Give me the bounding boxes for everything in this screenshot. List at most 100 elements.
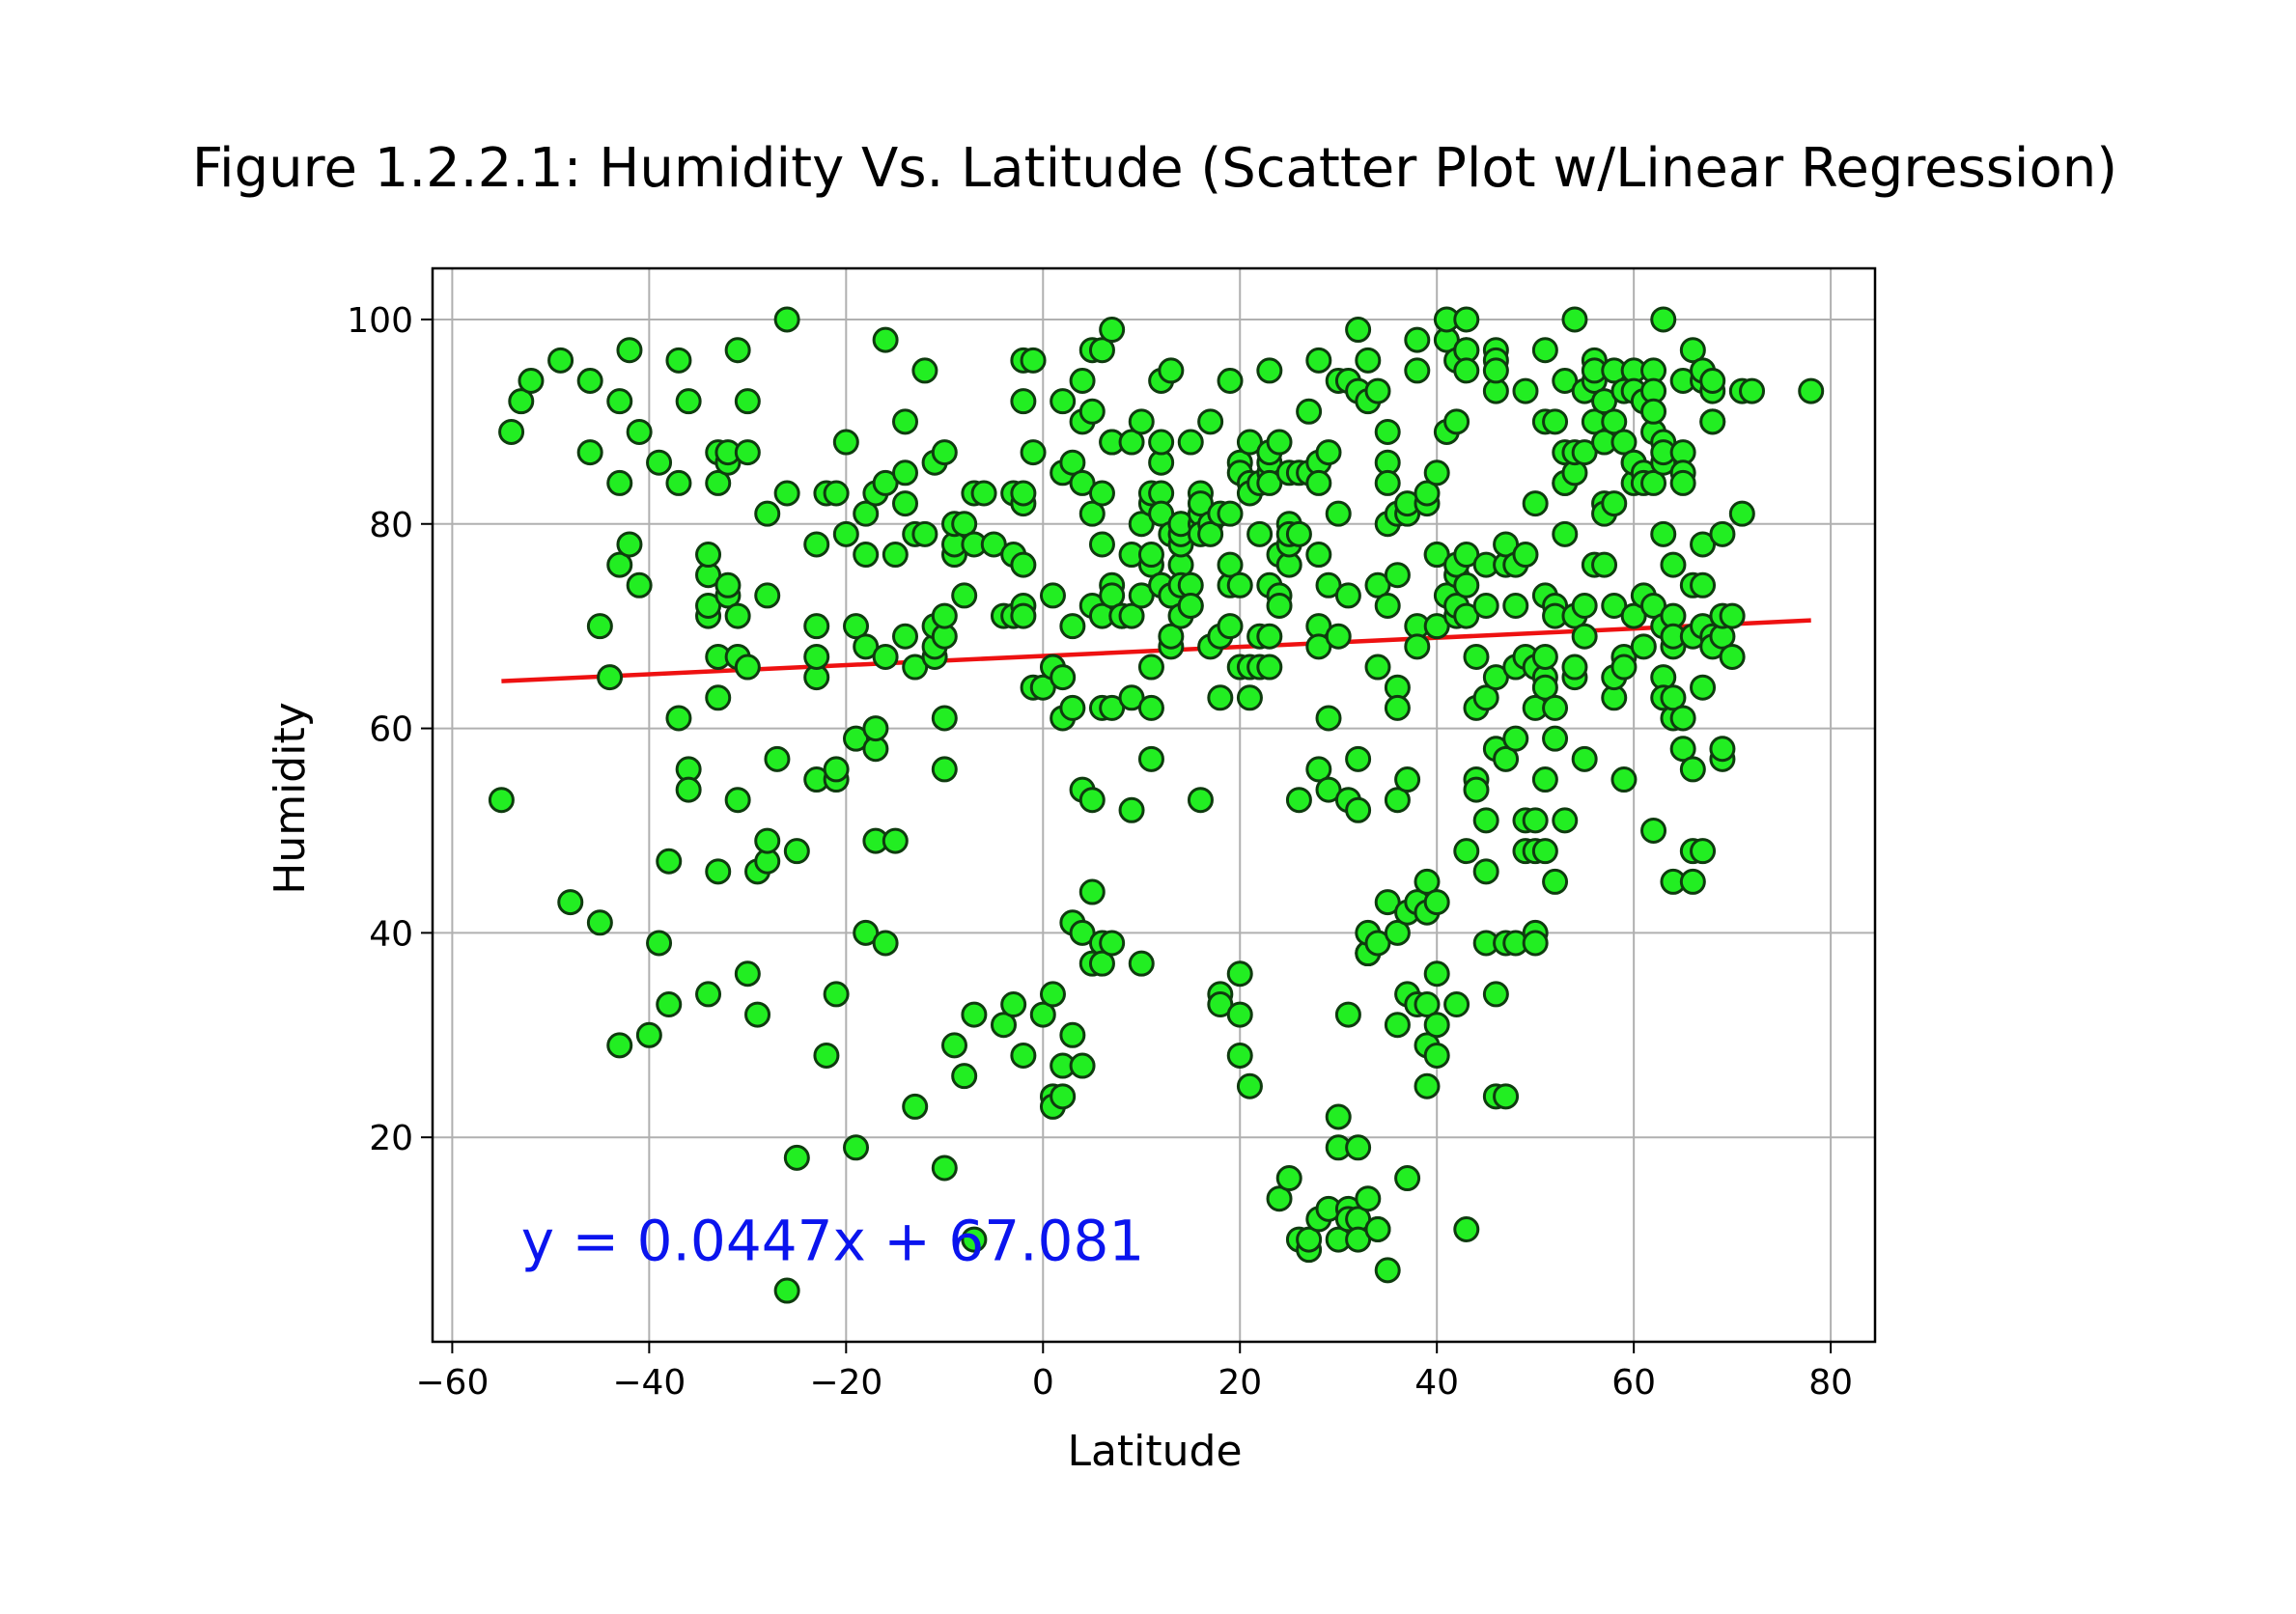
scatter-point [1660, 684, 1687, 711]
scatter-point [1078, 398, 1106, 425]
scatter-point [1118, 684, 1145, 711]
scatter-point [1246, 520, 1274, 547]
scatter-point [1285, 787, 1312, 814]
y-tick-label: 20 [369, 1119, 413, 1158]
scatter-point [646, 930, 673, 957]
scatter-point [1128, 511, 1155, 538]
scatter-point [754, 582, 781, 609]
scatter-point [1561, 306, 1588, 333]
scatter-point [1552, 807, 1579, 834]
scatter-point [1571, 439, 1598, 466]
scatter-point [1630, 633, 1657, 660]
scatter-point [1078, 787, 1106, 814]
scatter-point [606, 469, 633, 496]
scatter-point [902, 1093, 929, 1120]
data-points [488, 306, 1825, 1304]
scatter-point [813, 1042, 840, 1069]
scatter-point [576, 367, 603, 394]
y-tick-label: 60 [369, 710, 413, 750]
scatter-point [705, 684, 732, 711]
scatter-point [1177, 592, 1204, 619]
scatter-point [744, 1001, 771, 1028]
scatter-point [1137, 745, 1164, 772]
scatter-point [1118, 796, 1145, 823]
scatter-point [1158, 623, 1185, 650]
scatter-point [832, 429, 859, 456]
plot-area-frame [431, 266, 1877, 1344]
scatter-point [665, 347, 692, 374]
scatter-point [488, 787, 515, 814]
scatter-point [1305, 633, 1332, 660]
scatter-point [1690, 838, 1717, 865]
scatter-point [1364, 930, 1391, 957]
scatter-point [1699, 367, 1726, 394]
scatter-point [1315, 571, 1342, 598]
scatter-point [1472, 592, 1499, 619]
scatter-point [882, 827, 909, 854]
scatter-point [1512, 377, 1539, 404]
scatter-point [724, 337, 751, 364]
scatter-point [980, 531, 1007, 558]
scatter-point [1472, 684, 1499, 711]
scatter-point [1453, 602, 1480, 629]
scatter-point [1423, 542, 1450, 569]
scatter-point [931, 1155, 958, 1182]
scatter-point [1020, 439, 1047, 466]
x-tick-label: −60 [415, 1363, 489, 1403]
scatter-point [1571, 592, 1598, 619]
x-tick-label: 60 [1611, 1363, 1656, 1403]
scatter-point [1591, 388, 1618, 415]
scatter-point [853, 500, 880, 527]
scatter-point [1414, 868, 1441, 895]
scatter-point [1493, 531, 1520, 558]
scatter-point [1719, 643, 1746, 670]
scatter-point [714, 571, 742, 598]
scatter-point [1020, 347, 1047, 374]
scatter-point [1128, 950, 1155, 977]
scatter-point [1709, 520, 1736, 547]
scatter-point [1118, 602, 1145, 629]
scatter-point [1374, 418, 1401, 445]
scatter-point [1305, 347, 1332, 374]
scatter-point [1364, 654, 1391, 681]
scatter-point [1640, 817, 1667, 844]
scatter-point [970, 480, 997, 507]
scatter-point [1197, 520, 1224, 547]
scatter-point [940, 1032, 967, 1059]
scatter-point [1384, 694, 1411, 721]
scatter-point [675, 776, 702, 803]
scatter-point [1345, 745, 1372, 772]
scatter-point [616, 337, 643, 364]
scatter-point [1266, 429, 1293, 456]
scatter-point [1069, 919, 1096, 946]
scatter-point [754, 827, 781, 854]
scatter-point [892, 623, 919, 650]
scatter-point [597, 664, 624, 691]
x-tick-label: −40 [612, 1363, 686, 1403]
scatter-point [508, 388, 535, 415]
scatter-point [1739, 377, 1766, 404]
scatter-point [1414, 480, 1441, 507]
scatter-point [783, 838, 810, 865]
scatter-point [1493, 745, 1520, 772]
scatter-point [1099, 317, 1126, 344]
scatter-point [734, 654, 761, 681]
scatter-point [1148, 500, 1175, 527]
scatter-point [1059, 694, 1086, 721]
scatter-point [1364, 571, 1391, 598]
scatter-point [1305, 756, 1332, 783]
scatter-point [951, 1063, 978, 1090]
scatter-point [1679, 868, 1706, 895]
scatter-point [931, 602, 958, 629]
scatter-point [1069, 367, 1096, 394]
scatter-point [1050, 1083, 1077, 1110]
scatter-point [1334, 582, 1361, 609]
scatter-point [1207, 991, 1234, 1018]
scatter-point [1137, 654, 1164, 681]
scatter-point [1620, 602, 1647, 629]
scatter-point [773, 306, 800, 333]
scatter-point [606, 388, 633, 415]
scatter-point [1050, 664, 1077, 691]
scatter-point [1325, 1103, 1352, 1130]
scatter-point [843, 1134, 870, 1161]
